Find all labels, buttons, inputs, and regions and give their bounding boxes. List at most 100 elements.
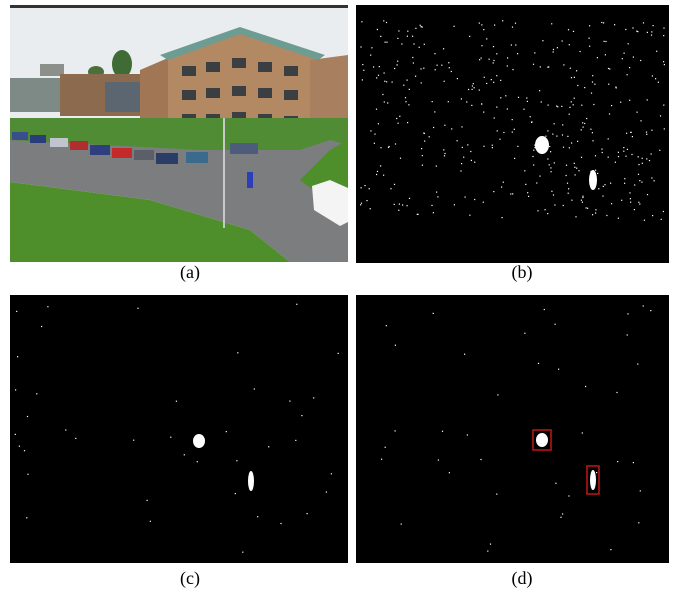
noise-pixel	[589, 25, 590, 26]
noise-pixel	[656, 51, 657, 52]
noise-pixel	[499, 139, 500, 140]
noise-pixel	[517, 146, 518, 147]
noise-pixel	[577, 85, 578, 86]
noise-pixel	[420, 25, 421, 26]
noise-pixel	[566, 165, 567, 166]
noise-pixel	[415, 28, 416, 29]
noise-pixel	[376, 109, 377, 110]
noise-pixel	[617, 461, 618, 462]
noise-pixel	[601, 22, 602, 23]
noise-pixel	[19, 446, 20, 447]
noise-pixel	[654, 180, 655, 181]
noise-pixel	[370, 55, 371, 56]
noise-pixel	[444, 153, 445, 154]
noise-pixel	[268, 446, 269, 447]
noise-pixel	[589, 46, 590, 47]
noise-pixel	[505, 95, 506, 96]
noise-pixel	[574, 167, 575, 168]
noise-pixel	[580, 51, 581, 52]
noise-pixel	[444, 155, 445, 156]
noise-pixel	[533, 164, 534, 165]
noise-pixel	[633, 462, 634, 463]
noise-pixel	[568, 188, 569, 189]
noise-pixel	[627, 334, 628, 335]
noise-pixel	[47, 306, 48, 307]
noise-pixel	[469, 215, 470, 216]
noise-pixel	[624, 183, 625, 184]
noise-pixel	[595, 170, 596, 171]
noise-pixel	[507, 108, 508, 109]
noise-pixel	[289, 401, 290, 402]
noise-pixel	[493, 82, 494, 83]
noise-pixel	[637, 364, 638, 365]
noise-pixel	[653, 25, 654, 26]
noise-pixel	[536, 182, 537, 183]
noise-pixel	[454, 26, 455, 27]
noise-pixel	[471, 160, 472, 161]
noise-pixel	[491, 79, 492, 80]
noise-pixel	[479, 23, 480, 24]
noise-pixel	[651, 153, 652, 154]
noise-pixel	[660, 115, 661, 116]
noise-pixel	[640, 120, 641, 121]
noise-pixel	[493, 60, 494, 61]
noise-pixel	[603, 186, 604, 187]
noise-pixel	[424, 44, 425, 45]
noise-pixel	[627, 74, 628, 75]
noise-pixel	[497, 130, 498, 131]
noise-pixel	[633, 57, 634, 58]
noise-pixel	[512, 132, 513, 133]
noise-pixel	[627, 313, 628, 314]
noise-pixel	[525, 184, 526, 185]
noise-pixel	[575, 174, 576, 175]
noise-pixel	[647, 32, 648, 33]
noise-pixel	[594, 84, 595, 85]
noise-pixel	[647, 194, 648, 195]
noise-pixel	[552, 134, 553, 135]
noise-pixel	[630, 198, 631, 199]
noise-pixel	[623, 147, 624, 148]
noise-pixel	[616, 392, 617, 393]
noise-pixel	[494, 117, 495, 118]
noise-pixel	[494, 25, 495, 26]
noise-pixel	[479, 59, 480, 60]
noise-pixel	[382, 94, 383, 95]
noise-pixel	[566, 175, 567, 176]
noise-pixel	[622, 58, 623, 59]
noise-pixel	[396, 118, 397, 119]
noise-pixel	[493, 191, 494, 192]
noise-pixel	[593, 104, 594, 105]
noise-pixel	[379, 66, 380, 67]
noise-pixel	[27, 416, 28, 417]
noise-pixel	[642, 163, 643, 164]
noise-pixel	[409, 89, 410, 90]
noise-pixel	[407, 31, 408, 32]
noise-pixel	[616, 87, 617, 88]
noise-pixel	[386, 42, 387, 43]
noise-pixel	[554, 123, 555, 124]
noise-pixel	[236, 460, 237, 461]
noise-pixel	[331, 473, 332, 474]
noise-pixel	[493, 62, 494, 63]
noise-pixel	[651, 130, 652, 131]
panel-c-image	[10, 295, 348, 563]
noise-pixel	[582, 197, 583, 198]
noise-pixel	[461, 163, 462, 164]
noise-pixel	[373, 66, 374, 67]
noise-pixel	[338, 353, 339, 354]
noise-pixel	[595, 155, 596, 156]
noise-pixel	[422, 27, 423, 28]
noise-pixel	[583, 127, 584, 128]
noise-pixel	[493, 46, 494, 47]
noise-pixel	[423, 68, 424, 69]
noise-pixel	[436, 166, 437, 167]
noise-pixel	[461, 98, 462, 99]
noise-pixel	[378, 75, 379, 76]
noise-pixel	[464, 354, 465, 355]
noise-pixel	[462, 147, 463, 148]
noise-pixel	[378, 123, 379, 124]
noise-pixel	[17, 356, 18, 357]
noise-pixel	[424, 141, 425, 142]
noise-pixel	[507, 57, 508, 58]
noise-pixel	[484, 77, 485, 78]
